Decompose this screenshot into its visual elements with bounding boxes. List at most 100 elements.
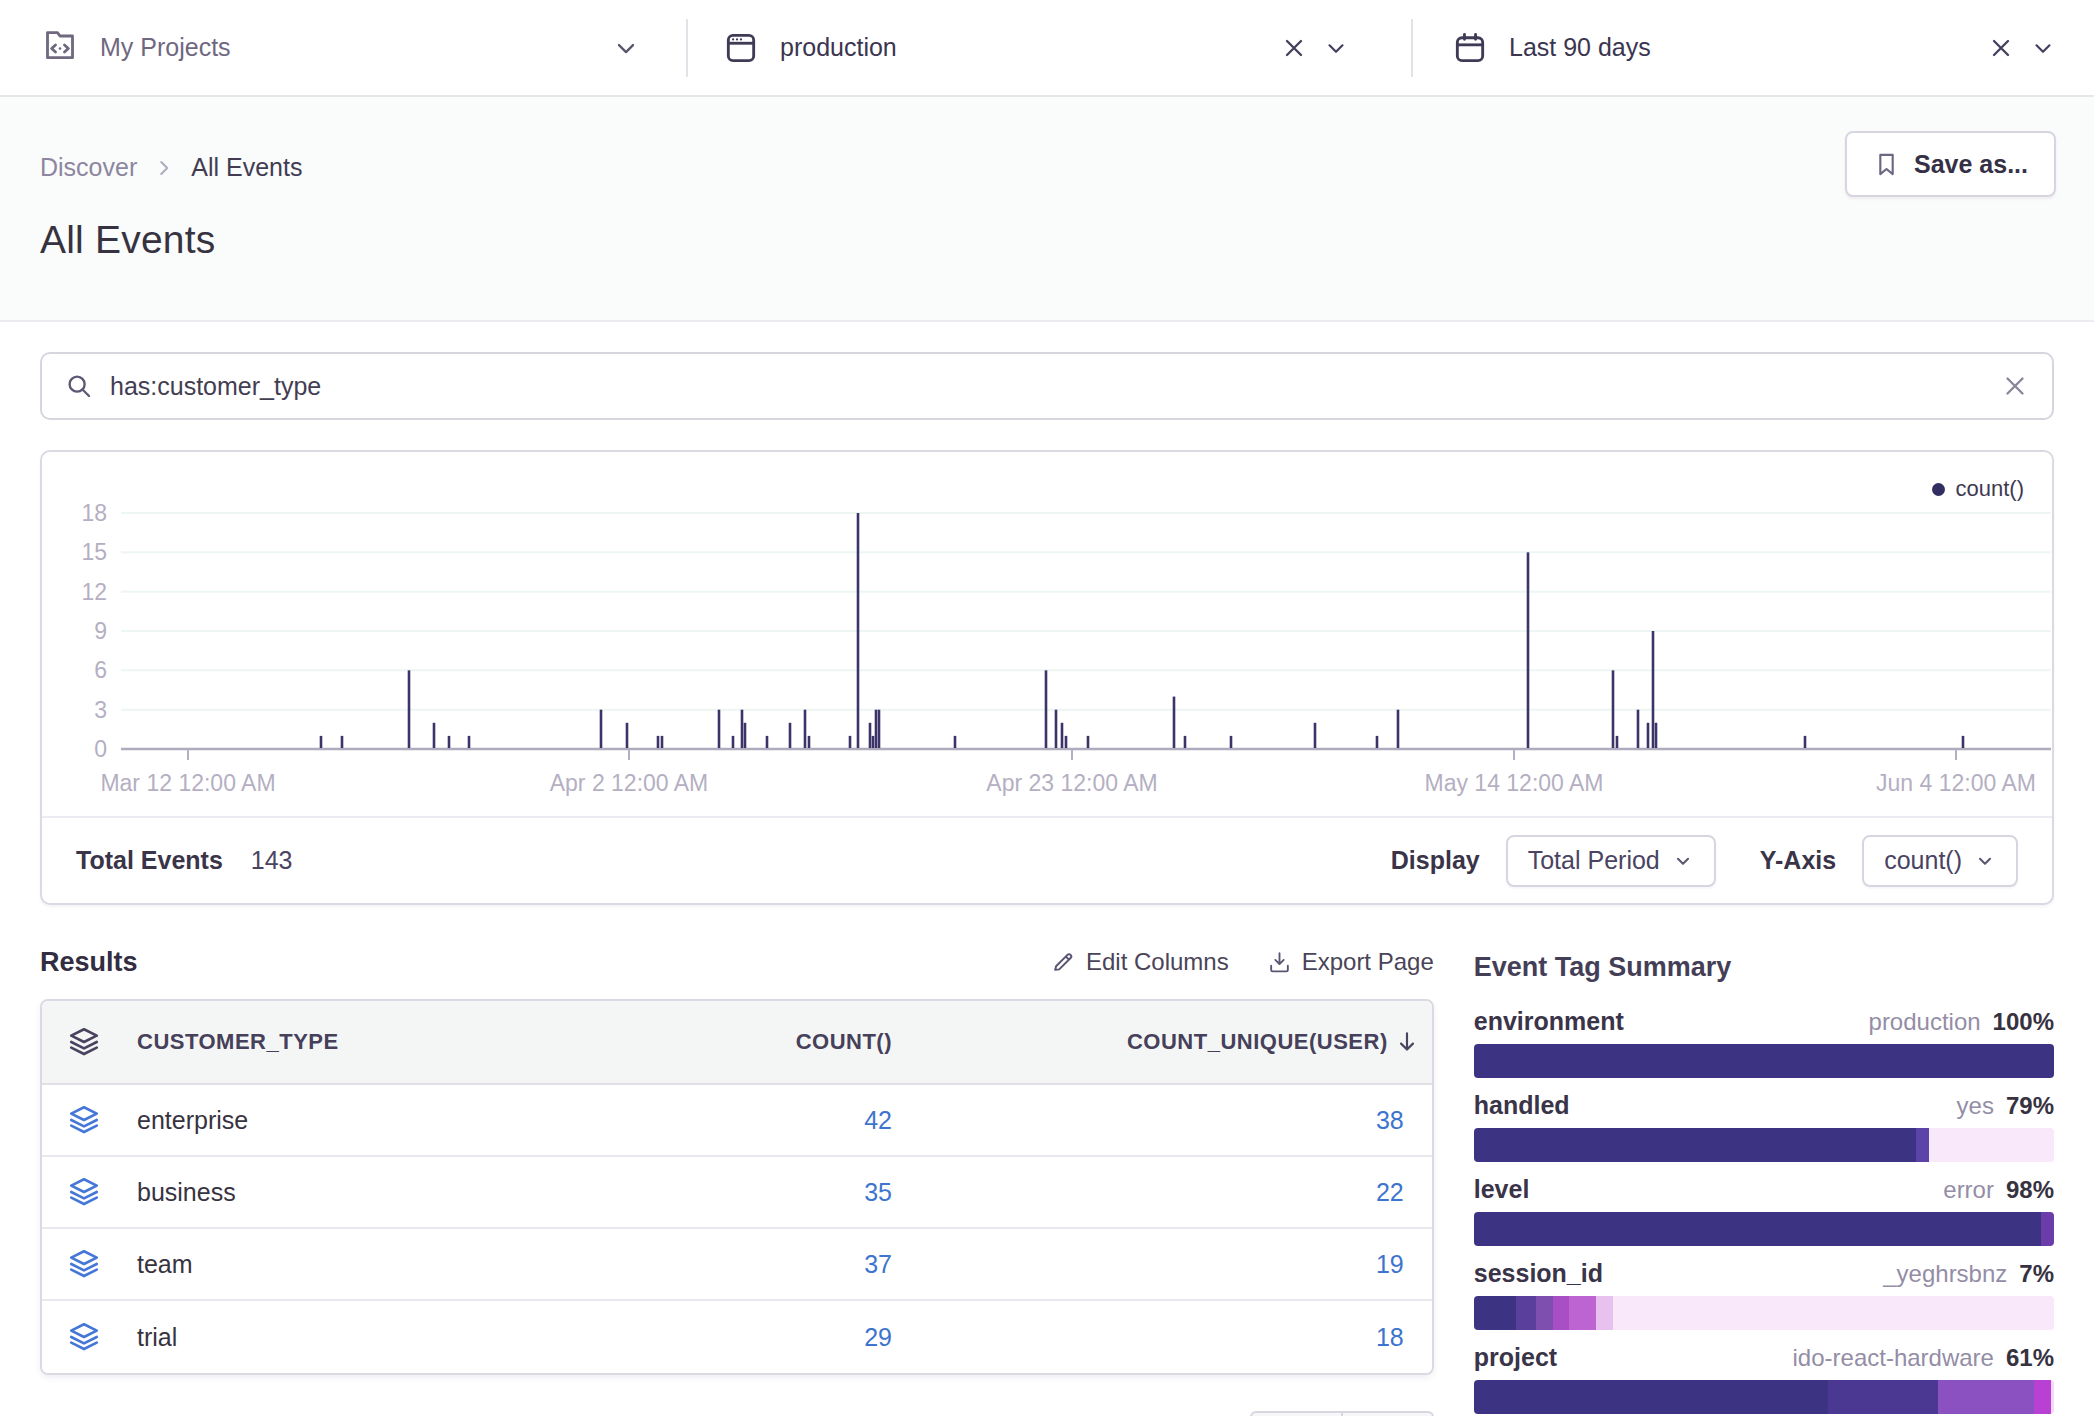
top-navigation-bar: My Projects production bbox=[0, 0, 2094, 97]
breadcrumb-current: All Events bbox=[191, 153, 302, 182]
tag-bar-segment[interactable] bbox=[1474, 1212, 2041, 1246]
count-unique-cell[interactable]: 22 bbox=[892, 1178, 1404, 1207]
chevron-down-icon[interactable] bbox=[612, 34, 640, 62]
tag-bar-segment[interactable] bbox=[1613, 1296, 2054, 1330]
export-page-button[interactable]: Export Page bbox=[1267, 948, 1434, 976]
count-cell[interactable]: 29 bbox=[587, 1323, 892, 1352]
date-range-selector[interactable]: Last 90 days bbox=[1413, 0, 2094, 95]
stack-icon bbox=[67, 1025, 137, 1059]
tag-bar-segment[interactable] bbox=[1553, 1296, 1569, 1330]
svg-text:3: 3 bbox=[94, 697, 107, 723]
y-axis-label: Y-Axis bbox=[1760, 846, 1836, 875]
column-header-count-unique[interactable]: COUNT_UNIQUE(USER) bbox=[892, 1029, 1420, 1055]
tag-bar-segment[interactable] bbox=[2041, 1212, 2054, 1246]
save-as-label: Save as... bbox=[1914, 150, 2028, 179]
table-row: trial 29 18 bbox=[42, 1301, 1432, 1373]
svg-text:Mar 12 12:00 AM: Mar 12 12:00 AM bbox=[100, 770, 275, 796]
count-cell[interactable]: 35 bbox=[587, 1178, 892, 1207]
table-row: team 37 19 bbox=[42, 1229, 1432, 1301]
tag-top-value: error bbox=[1943, 1176, 1994, 1204]
event-tag-summary: Event Tag Summary environment production… bbox=[1474, 941, 2054, 1416]
tag-name: level bbox=[1474, 1175, 1530, 1204]
chevron-down-icon[interactable] bbox=[1323, 35, 1349, 61]
tag-summary-heading: Event Tag Summary bbox=[1474, 941, 2054, 983]
edit-columns-button[interactable]: Edit Columns bbox=[1050, 948, 1229, 976]
customer-type-cell: team bbox=[137, 1250, 587, 1279]
tag-bar-segment[interactable] bbox=[1938, 1380, 2034, 1414]
customer-type-cell: enterprise bbox=[137, 1106, 587, 1135]
save-as-button[interactable]: Save as... bbox=[1845, 131, 2056, 197]
chart-footer: Total Events 143 Display Total Period Y-… bbox=[42, 816, 2052, 903]
chevron-down-icon bbox=[1672, 850, 1694, 872]
tag-top-value: yes bbox=[1957, 1092, 1994, 1120]
pagination-previous-button[interactable] bbox=[1250, 1411, 1342, 1416]
tag-bar-segment[interactable] bbox=[2051, 1380, 2054, 1414]
chevron-right-icon bbox=[153, 157, 175, 179]
tag-bar-segment[interactable] bbox=[1474, 1128, 1917, 1162]
y-axis-dropdown[interactable]: count() bbox=[1862, 835, 2018, 887]
svg-text:0: 0 bbox=[94, 736, 107, 762]
page-title: All Events bbox=[40, 218, 2054, 262]
column-header-count[interactable]: COUNT() bbox=[587, 1029, 892, 1055]
calendar-icon bbox=[1451, 29, 1489, 67]
tag-top-value: _yeghrsbnz bbox=[1883, 1260, 2007, 1288]
count-unique-cell[interactable]: 18 bbox=[892, 1323, 1404, 1352]
pagination-next-button[interactable] bbox=[1342, 1411, 1434, 1416]
tag-summary-item: environment production 100% bbox=[1474, 1007, 2054, 1078]
tag-top-percent: 100% bbox=[1993, 1008, 2054, 1036]
bookmark-icon bbox=[1873, 151, 1900, 178]
tag-bar-segment[interactable] bbox=[1929, 1128, 2054, 1162]
tag-bar-segment[interactable] bbox=[1516, 1296, 1536, 1330]
svg-text:Apr 23 12:00 AM: Apr 23 12:00 AM bbox=[986, 770, 1157, 796]
table-header-row: CUSTOMER_TYPE COUNT() COUNT_UNIQUE(USER) bbox=[42, 1001, 1432, 1085]
environment-selector[interactable]: production bbox=[688, 0, 1411, 95]
events-over-time-chart[interactable]: 0369121518Mar 12 12:00 AMApr 2 12:00 AMA… bbox=[42, 452, 2056, 820]
pagination bbox=[40, 1411, 1434, 1416]
tag-distribution-bar bbox=[1474, 1380, 2054, 1414]
svg-text:Apr 2 12:00 AM: Apr 2 12:00 AM bbox=[550, 770, 709, 796]
tag-bar-segment[interactable] bbox=[1596, 1296, 1613, 1330]
stack-icon bbox=[67, 1247, 137, 1281]
count-unique-cell[interactable]: 19 bbox=[892, 1250, 1404, 1279]
download-icon bbox=[1267, 950, 1292, 975]
tag-bar-segment[interactable] bbox=[1474, 1044, 2054, 1078]
close-icon[interactable] bbox=[1280, 34, 1308, 62]
search-bar[interactable]: has:customer_type bbox=[40, 352, 2054, 420]
tag-bar-segment[interactable] bbox=[2034, 1380, 2051, 1414]
svg-text:18: 18 bbox=[81, 500, 107, 526]
svg-text:6: 6 bbox=[94, 657, 107, 683]
tag-distribution-bar bbox=[1474, 1296, 2054, 1330]
tag-top-value: production bbox=[1869, 1008, 1981, 1036]
projects-icon bbox=[40, 28, 80, 68]
customer-type-cell: business bbox=[137, 1178, 587, 1207]
tag-bar-segment[interactable] bbox=[1916, 1128, 1929, 1162]
date-range-label: Last 90 days bbox=[1509, 33, 1651, 62]
stack-icon bbox=[67, 1320, 137, 1354]
display-dropdown[interactable]: Total Period bbox=[1506, 835, 1716, 887]
results-heading: Results bbox=[40, 947, 138, 978]
tag-bar-segment[interactable] bbox=[1569, 1296, 1595, 1330]
search-query[interactable]: has:customer_type bbox=[110, 372, 2000, 401]
tag-bar-segment[interactable] bbox=[1474, 1380, 1828, 1414]
window-icon bbox=[722, 29, 760, 67]
results-table: CUSTOMER_TYPE COUNT() COUNT_UNIQUE(USER)… bbox=[40, 999, 1434, 1375]
tag-name: handled bbox=[1474, 1091, 1570, 1120]
column-header-customer-type[interactable]: CUSTOMER_TYPE bbox=[137, 1029, 587, 1055]
tag-name: environment bbox=[1474, 1007, 1624, 1036]
close-icon[interactable] bbox=[1987, 34, 2015, 62]
svg-text:12: 12 bbox=[81, 579, 107, 605]
tag-bar-segment[interactable] bbox=[1536, 1296, 1553, 1330]
chart-legend[interactable]: count() bbox=[1932, 476, 2024, 502]
count-cell[interactable]: 37 bbox=[587, 1250, 892, 1279]
breadcrumb-discover[interactable]: Discover bbox=[40, 153, 137, 182]
clear-search-icon[interactable] bbox=[2000, 371, 2030, 401]
count-cell[interactable]: 42 bbox=[587, 1106, 892, 1135]
project-selector[interactable]: My Projects bbox=[0, 0, 686, 95]
tag-bar-segment[interactable] bbox=[1828, 1380, 1938, 1414]
count-unique-cell[interactable]: 38 bbox=[892, 1106, 1404, 1135]
chevron-down-icon[interactable] bbox=[2030, 35, 2056, 61]
tag-top-percent: 7% bbox=[2019, 1260, 2054, 1288]
display-value: Total Period bbox=[1528, 846, 1660, 875]
svg-text:Jun 4 12:00 AM: Jun 4 12:00 AM bbox=[1876, 770, 2036, 796]
tag-bar-segment[interactable] bbox=[1474, 1296, 1516, 1330]
